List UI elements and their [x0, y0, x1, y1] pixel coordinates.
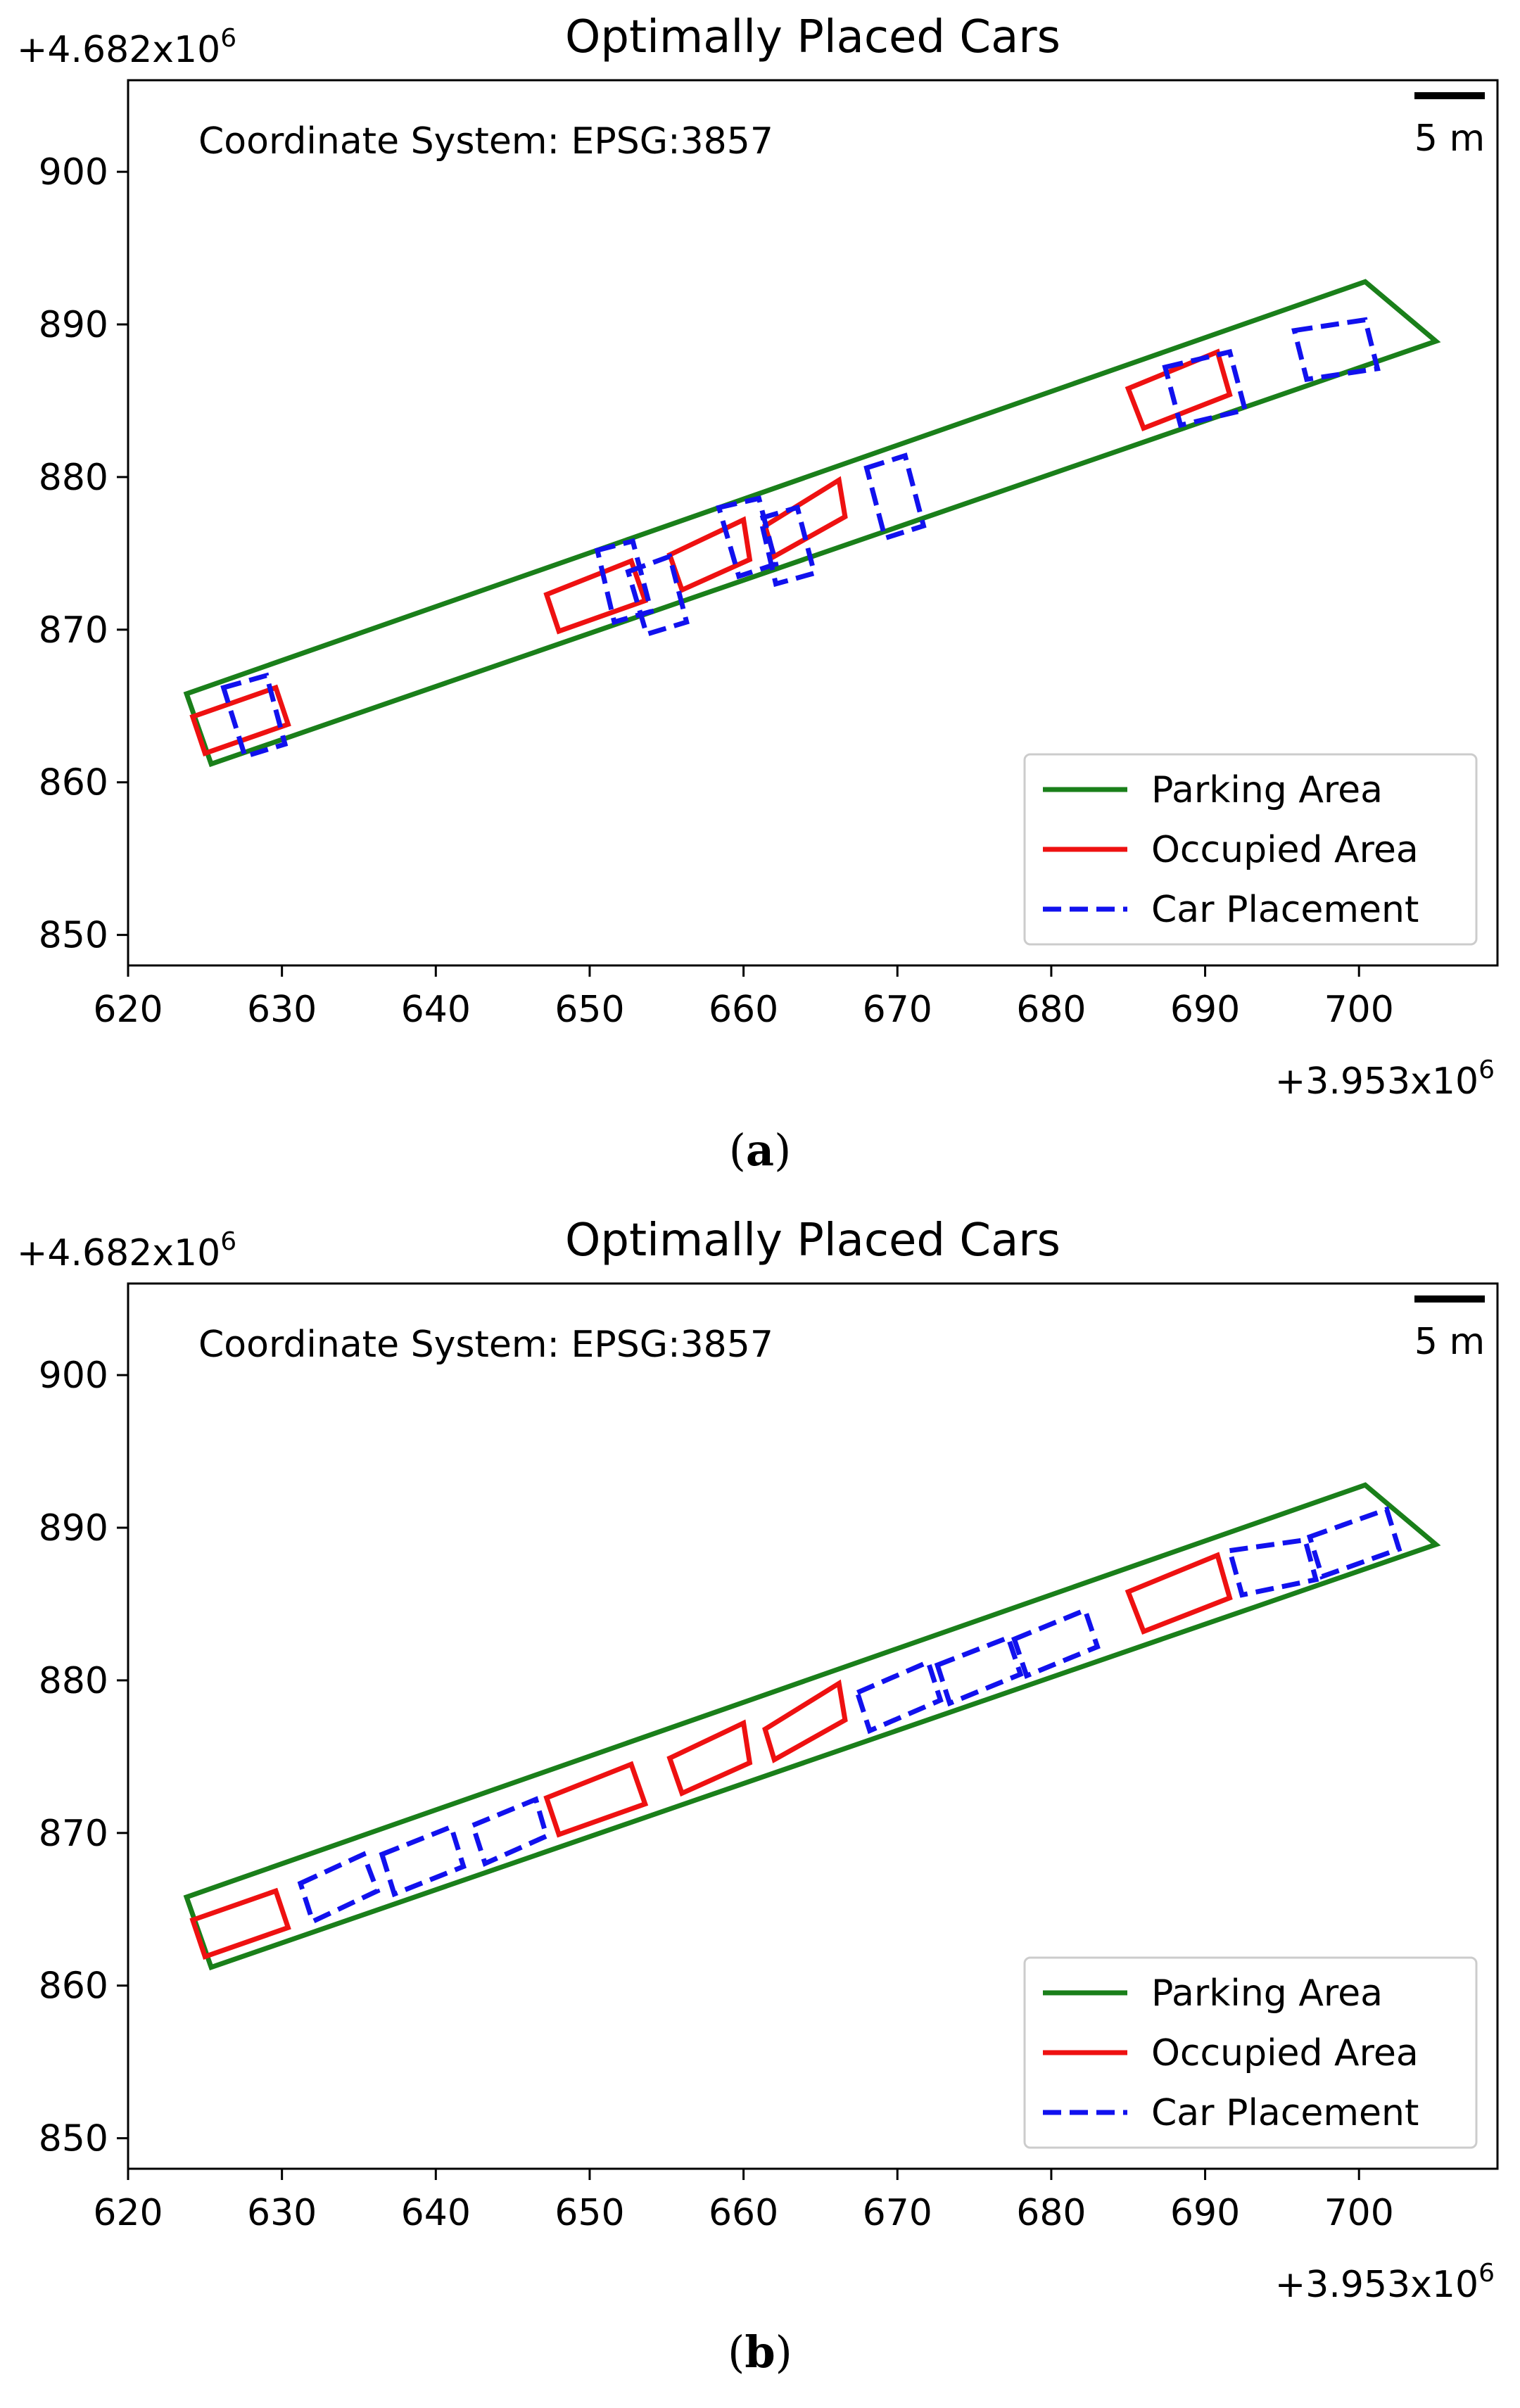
occupied-area-rect: [189, 1887, 291, 1960]
x-tick-label: 660: [709, 2192, 778, 2234]
occupied-area-rect: [666, 1719, 753, 1797]
x-tick-label: 650: [555, 989, 624, 1031]
y-tick-label: 890: [39, 1507, 108, 1550]
y-tick-label: 860: [39, 762, 108, 804]
x-tick-label: 680: [1016, 989, 1086, 1031]
car-placement-rect: [1162, 348, 1248, 429]
x-tick-label: 620: [93, 2192, 163, 2234]
chart-title: Optimally Placed Cars: [565, 11, 1060, 63]
y-tick-label: 850: [39, 915, 108, 957]
x-tick-label: 700: [1324, 2192, 1394, 2234]
y-offset-label: +4.682x106: [17, 24, 236, 71]
panel-a-chart: Optimally Placed Cars +4.682x106 +3.953x10…: [17, 11, 1499, 1103]
car-placement-rect: [594, 538, 654, 626]
legend-label: Parking Area: [1151, 1972, 1383, 2015]
occupied-area-rect: [666, 516, 753, 594]
axes-frame: [127, 1282, 1499, 2170]
legend-label: Parking Area: [1151, 769, 1383, 811]
y-tick-label: 880: [39, 457, 108, 499]
coordinate-system-annotation: Coordinate System: EPSG:3857: [198, 120, 773, 163]
x-offset-label: +3.953x106: [1275, 1056, 1495, 1103]
car-placement-rect: [297, 1851, 381, 1925]
x-tick-label: 630: [247, 989, 317, 1031]
car-placement-rect: [1306, 1506, 1402, 1580]
car-placement-rect: [863, 452, 927, 542]
occupied-area-rect: [189, 684, 291, 756]
occupied-area-rect: [1125, 348, 1233, 432]
car-placement-rect: [934, 1634, 1024, 1707]
x-tick-label: 690: [1170, 2192, 1240, 2234]
y-tick-label: 890: [39, 304, 108, 346]
chart-title: Optimally Placed Cars: [565, 1215, 1060, 1267]
occupied-area-rect: [543, 1761, 649, 1838]
occupied-area-rect: [762, 1679, 848, 1763]
y-tick-label: 870: [39, 609, 108, 652]
x-tick-label: 650: [555, 2192, 624, 2234]
x-tick-label: 670: [863, 2192, 932, 2234]
legend-label: Occupied Area: [1151, 829, 1419, 871]
y-tick-label: 850: [39, 2118, 108, 2160]
legend: Parking Area Occupied Area Car Placement: [1023, 1956, 1478, 2149]
car-placement-rect: [1011, 1607, 1101, 1680]
legend-label: Occupied Area: [1151, 2032, 1419, 2074]
y-tick-label: 870: [39, 1813, 108, 1855]
panel-label-a: (a): [728, 1124, 792, 1176]
panel-label-b: (b): [728, 2326, 792, 2378]
scale-bar-label: 5 m: [1414, 1321, 1485, 1363]
x-tick-label: 680: [1016, 2192, 1086, 2234]
panel-b-chart: Optimally Placed Cars +4.682x106 +3.953x10…: [17, 1215, 1499, 2306]
x-tick-label: 660: [709, 989, 778, 1031]
car-placement-rect: [854, 1659, 944, 1735]
axes-frame: [127, 79, 1499, 967]
x-tick-label: 690: [1170, 989, 1240, 1031]
x-tick-label: 640: [401, 2192, 471, 2234]
legend-box: [1023, 753, 1478, 946]
parking-area-polygon: [183, 279, 1441, 768]
x-tick-label: 640: [401, 989, 471, 1031]
x-tick-label: 630: [247, 2192, 317, 2234]
scale-bar-label: 5 m: [1414, 118, 1485, 160]
coordinate-system-annotation: Coordinate System: EPSG:3857: [198, 1324, 773, 1366]
legend-label: Car Placement: [1151, 2092, 1419, 2134]
occupied-area-rect: [762, 476, 848, 560]
legend: Parking Area Occupied Area Car Placement: [1023, 753, 1478, 946]
legend-box: [1023, 1956, 1478, 2149]
car-placement-rect: [1291, 317, 1381, 383]
x-tick-label: 700: [1324, 989, 1394, 1031]
y-tick-label: 860: [39, 1965, 108, 2008]
x-offset-label: +3.953x106: [1275, 2259, 1495, 2306]
occupied-area-rect: [1125, 1552, 1233, 1635]
y-tick-label: 880: [39, 1660, 108, 1702]
y-tick-label: 900: [39, 1355, 108, 1397]
car-placement-rect: [716, 495, 779, 580]
car-placement-rect: [220, 672, 289, 760]
car-placement-rect: [1227, 1537, 1319, 1598]
x-tick-label: 620: [93, 989, 163, 1031]
legend-label: Car Placement: [1151, 889, 1419, 931]
y-offset-label: +4.682x106: [17, 1227, 236, 1274]
car-placement-rect: [625, 553, 690, 638]
x-tick-label: 670: [863, 989, 932, 1031]
y-tick-label: 900: [39, 151, 108, 194]
car-placement-rect: [757, 504, 818, 588]
car-placement-rect: [379, 1823, 467, 1898]
